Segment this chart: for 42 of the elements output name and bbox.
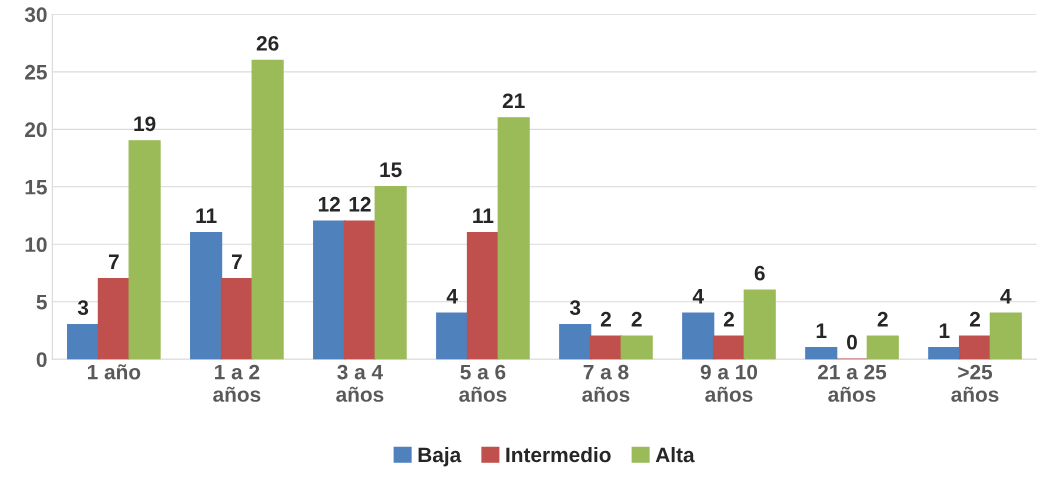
data-label: 3 xyxy=(569,300,581,316)
data-label: 4 xyxy=(692,289,704,304)
x-tick-label: 9 a 10 años xyxy=(700,364,758,402)
data-label: 6 xyxy=(754,265,765,281)
x-tick-label: 7 a 8 años xyxy=(582,364,630,402)
legend-label: Baja xyxy=(418,446,462,467)
y-tick-label: 5 xyxy=(36,294,47,310)
data-label: 11 xyxy=(473,208,494,223)
data-label: 7 xyxy=(231,254,242,269)
data-label: 26 xyxy=(256,35,279,51)
data-label: 11 xyxy=(196,208,217,223)
data-label: 7 xyxy=(108,254,119,269)
y-tick-label: 20 xyxy=(25,122,47,138)
x-tick-label: 21 a 25 años xyxy=(817,364,887,402)
data-label: 1 xyxy=(939,323,950,338)
data-label: 2 xyxy=(969,311,980,327)
data-label: 21 xyxy=(502,93,525,108)
data-label: 2 xyxy=(631,311,642,327)
data-label: 3 xyxy=(77,300,89,316)
data-label: 4 xyxy=(446,289,458,304)
x-tick-label: 5 a 6 años xyxy=(459,364,507,402)
data-label: 12 xyxy=(349,196,371,212)
data-label: 0 xyxy=(847,334,857,350)
y-tick-label: 10 xyxy=(25,237,47,253)
y-tick-label: 0 xyxy=(36,352,47,367)
data-label: 15 xyxy=(380,162,402,178)
legend-label: Alta xyxy=(655,446,695,463)
y-tick-label: 25 xyxy=(25,64,47,80)
x-tick-label: 1 año xyxy=(87,364,141,380)
y-tick-label: 30 xyxy=(24,7,47,23)
data-label: 2 xyxy=(600,311,611,327)
x-tick-label: 3 a 4 años xyxy=(336,364,384,402)
x-tick-label: >25 años xyxy=(951,364,999,402)
data-label: 12 xyxy=(318,196,340,212)
data-label: 4 xyxy=(1000,289,1012,304)
data-label: 2 xyxy=(723,311,734,327)
data-label: 1 xyxy=(816,323,827,338)
data-label: 19 xyxy=(134,116,156,132)
y-tick-label: 15 xyxy=(25,180,47,195)
legend-label: Intermedio xyxy=(506,446,611,463)
x-tick-label: 1 a 2 años xyxy=(213,364,261,402)
data-label: 2 xyxy=(877,311,888,327)
